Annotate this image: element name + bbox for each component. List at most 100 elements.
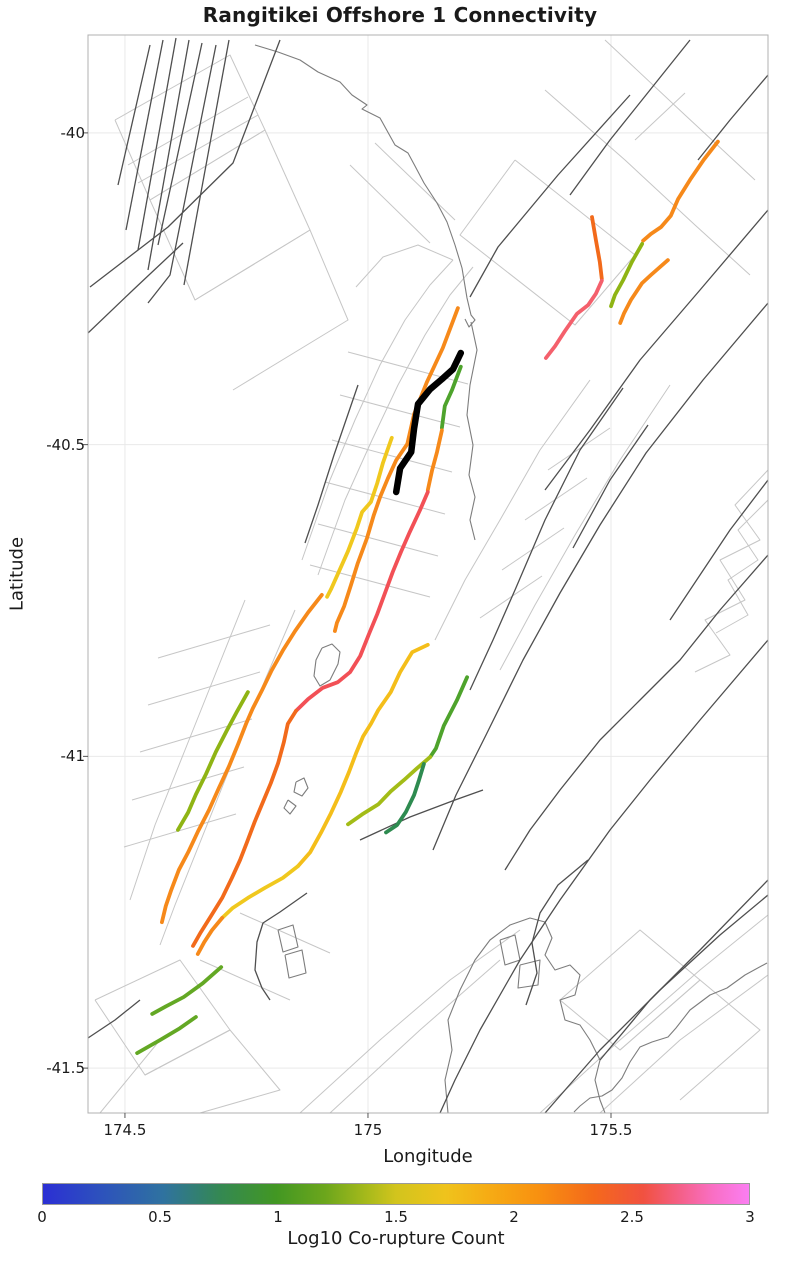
background-fault-trace [159,609,296,946]
background-fault-trace [88,242,184,334]
colorbar-tick-label: 1 [273,1208,283,1226]
background-fault-trace [547,427,611,471]
coastline-trace [254,44,476,328]
background-fault-trace [697,74,768,161]
background-fault-trace [359,789,484,841]
background-fault-trace [157,42,203,246]
colorbar-tick-label: 3 [745,1208,755,1226]
background-fault-trace [539,914,768,1113]
co-rupture-trace [544,278,604,360]
background-fault-trace [304,384,359,544]
background-fault-trace [183,39,230,286]
background-fault-trace [329,959,501,1113]
background-fault-trace [347,351,469,385]
background-fault-trace [504,554,768,871]
background-fault-trace [123,813,237,848]
background-fault-trace [439,639,768,1113]
co-rupture-trace [332,306,460,633]
background-fault-trace [149,129,311,301]
co-rupture-trace [346,755,433,827]
coastline-trace [313,643,341,687]
background-fault-trace [99,1039,161,1113]
background-fault-trace [317,266,474,576]
plot-frame [87,34,769,1114]
background-fault-trace [324,481,446,515]
y-tick-label: -40.5 [46,435,85,454]
background-fault-trace [459,159,636,326]
co-rupture-trace [175,690,250,832]
coastline-trace [573,962,768,1113]
colorbar-tick-label: 2.5 [620,1208,644,1226]
co-rupture-trace [609,241,644,309]
background-fault-trace [569,39,691,196]
background-fault-trace [469,387,624,691]
x-tick-label: 174.5 [103,1121,147,1139]
coastline-trace [284,949,307,979]
background-fault-trace [499,384,671,671]
background-fault-trace [349,164,431,244]
co-rupture-trace [294,490,430,713]
background-fault-trace [479,575,543,619]
background-fault-trace [194,229,349,391]
x-tick-label: 175 [353,1121,383,1139]
background-fault-trace [434,379,591,641]
coastline-trace [466,321,478,541]
y-tick-label: -41.5 [46,1059,85,1078]
coastline-trace [283,799,297,815]
co-rupture-trace [325,435,394,599]
y-tick-label: -40 [60,123,86,142]
background-fault-trace [309,564,431,598]
y-tick-label: -41 [60,747,86,766]
co-rupture-trace [220,864,300,920]
background-fault-trace [339,394,461,428]
background-fault-trace [147,39,190,271]
background-fault-trace [89,39,281,288]
background-fault-trace [239,912,331,954]
background-fault-trace [299,929,521,1113]
co-rupture-trace [195,916,225,956]
co-rupture-trace [191,709,298,948]
background-fault-trace [125,39,164,231]
colorbar [42,1183,750,1205]
colorbar-tick-label: 2 [509,1208,519,1226]
background-fault-trace [544,89,751,276]
background-fault-trace [694,469,768,673]
x-tick-label: 175.5 [589,1121,633,1139]
background-fault-trace [634,92,686,141]
background-fault-trace [137,114,259,184]
background-fault-trace [572,424,649,549]
co-rupture-trace [618,258,670,325]
chart-title: Rangitikei Offshore 1 Connectivity [202,3,598,27]
coastline-trace [517,959,541,989]
background-fault-trace [88,999,141,1039]
background-fault-trace [301,259,454,561]
coastline-trace [277,924,299,953]
background-fault-trace [469,94,631,298]
background-fault-trace [559,929,701,1051]
coastline-trace [293,777,309,797]
x-axis-label: Longitude [383,1146,473,1167]
background-fault-trace [317,523,439,557]
subject-fault-trace [392,349,465,496]
colorbar-tick-label: 0.5 [148,1208,172,1226]
co-rupture-trace [590,215,604,281]
colorbar-tick-label: 1.5 [384,1208,408,1226]
background-fault-trace [544,209,768,491]
fault-network-layer [88,37,768,1113]
background-fault-trace [147,44,217,304]
colorbar-label: Log10 Co-rupture Count [287,1228,505,1249]
background-fault-trace [254,892,308,1001]
co-rupture-trace [296,642,430,868]
background-fault-trace [129,599,246,901]
background-fault-trace [137,37,177,251]
background-fault-trace [544,894,768,1113]
background-fault-trace [599,974,768,1113]
co-rupture-trace [425,428,444,493]
background-fault-trace [432,302,768,851]
background-fault-trace [599,879,768,1061]
background-fault-trace [199,959,291,1001]
background-fault-trace [604,39,756,181]
background-fault-trace [525,859,589,1006]
